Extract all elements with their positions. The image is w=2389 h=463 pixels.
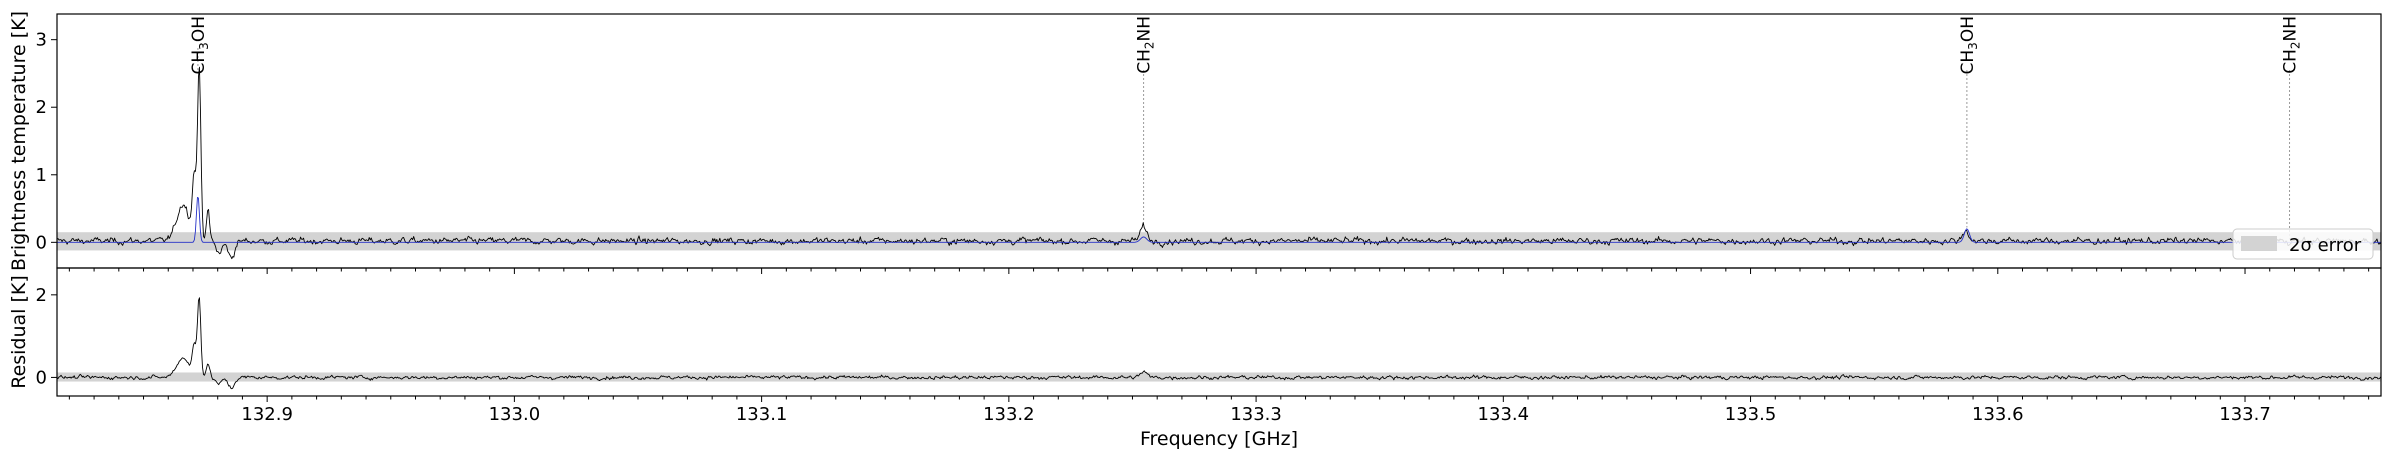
observed-spectrum-line — [57, 66, 2381, 260]
x-axis-label: Frequency [GHz] — [1140, 428, 1298, 450]
line-label: CH3OH — [1958, 16, 1980, 74]
top-y-tick-label: 2 — [36, 97, 47, 118]
top-y-tick-label: 3 — [36, 30, 47, 51]
top-y-tick-label: 0 — [36, 232, 47, 253]
top-error-band — [57, 232, 2381, 251]
line-labels: CH3OH CH2NH CH3OH CH2NH — [189, 16, 2303, 74]
x-tick-label: 133.5 — [1725, 404, 1777, 425]
residual-panel-frame — [56, 267, 2382, 397]
x-tick-label: 133.7 — [2219, 404, 2271, 425]
legend-label: 2σ error — [2289, 235, 2362, 256]
x-tick-label: 133.3 — [1230, 404, 1282, 425]
line-label: CH2NH — [2281, 16, 2303, 74]
line-label: CH2NH — [1135, 16, 1157, 74]
legend: 2σ error — [2232, 228, 2374, 260]
line-label: CH3OH — [189, 16, 211, 74]
residual-spectrum-line — [57, 297, 2381, 390]
legend-swatch-error-band — [2241, 236, 2277, 251]
line-markers — [197, 46, 2291, 240]
residual-y-axis: 02 — [36, 285, 57, 388]
top-y-tick-label: 1 — [36, 165, 47, 186]
x-tick-label: 133.1 — [736, 404, 788, 425]
model-spectrum-line — [57, 196, 2381, 243]
x-tick-label: 133.0 — [489, 404, 541, 425]
residual-y-tick-label: 2 — [36, 285, 47, 306]
spectrum-panel: 0 1 2 3 CH3OH CH2NH CH3OH CH2NH Brightness tem… — [8, 11, 2382, 274]
residual-y-tick-label: 0 — [36, 367, 47, 388]
top-y-axis: 0 1 2 3 — [36, 30, 57, 253]
top-panel-frame — [56, 13, 2382, 269]
x-tick-label: 133.2 — [983, 404, 1035, 425]
x-tick-label: 133.6 — [1972, 404, 2024, 425]
top-y-axis-label: Brightness temperature [K] — [8, 11, 30, 271]
x-axis: 132.9 133.0 133.1 133.2 133.3 133.4 133.5 133.6… — [68, 396, 2370, 425]
residual-y-axis-label: Residual [K] — [8, 275, 30, 389]
top-x-ticks — [68, 268, 2370, 274]
x-tick-label: 133.4 — [1478, 404, 1530, 425]
residual-panel: 02 132.9 133.0 133.1 133.2 133.3 133.4 133.5 13… — [8, 267, 2382, 450]
x-tick-label: 132.9 — [241, 404, 293, 425]
